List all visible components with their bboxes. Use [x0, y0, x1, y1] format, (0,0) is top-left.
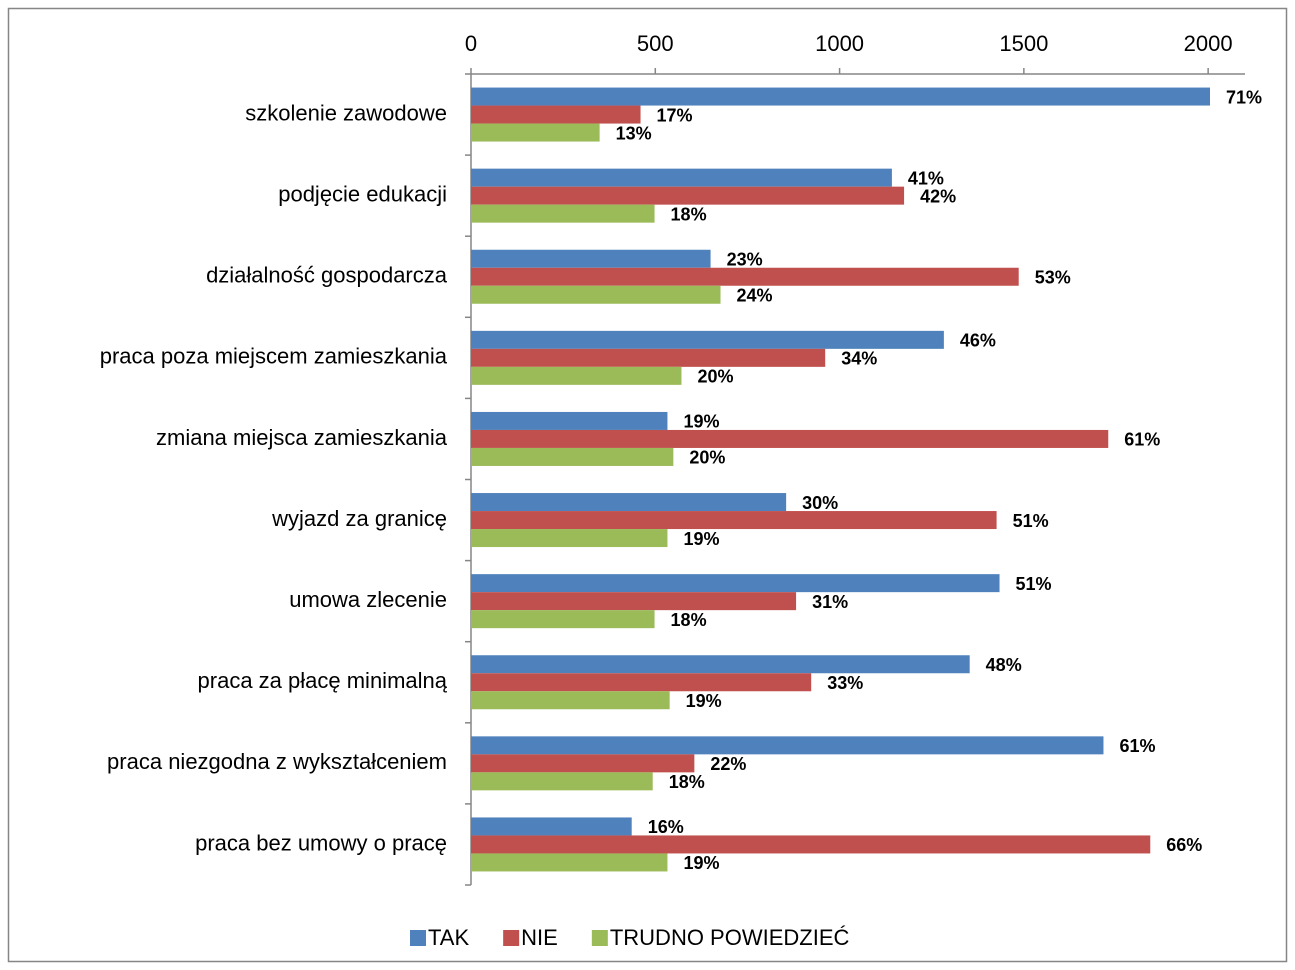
bar	[471, 673, 812, 692]
data-label: 53%	[1035, 268, 1071, 288]
data-label: 19%	[683, 412, 719, 432]
y-tick-label: praca niezgodna z wykształceniem	[107, 749, 447, 774]
data-label: 46%	[960, 331, 996, 351]
data-label: 18%	[669, 772, 705, 792]
bar	[471, 691, 670, 710]
bar	[471, 835, 1151, 854]
y-tick-label: zmiana miejsca zamieszkania	[156, 425, 448, 450]
y-tick-label: szkolenie zawodowe	[245, 100, 447, 125]
bar	[471, 105, 641, 124]
data-label: 41%	[908, 168, 944, 188]
data-label: 23%	[727, 250, 763, 270]
data-label: 24%	[737, 286, 773, 306]
y-tick-label: działalność gospodarcza	[206, 263, 448, 288]
bar	[471, 574, 1000, 593]
data-label: 16%	[648, 817, 684, 837]
bar	[471, 330, 944, 349]
bar	[471, 411, 668, 430]
bar	[471, 447, 674, 466]
x-tick-label: 1000	[815, 31, 864, 56]
data-label: 51%	[1013, 511, 1049, 531]
x-tick-label: 2000	[1184, 31, 1233, 56]
bar	[471, 529, 668, 548]
data-label: 19%	[683, 853, 719, 873]
data-label: 30%	[802, 493, 838, 513]
data-label: 34%	[841, 349, 877, 369]
data-label: 42%	[920, 186, 956, 206]
data-label: 20%	[689, 448, 725, 468]
bar	[471, 817, 632, 836]
bar	[471, 267, 1019, 286]
bar	[471, 655, 970, 674]
bar	[471, 736, 1104, 755]
bar	[471, 123, 600, 142]
data-label: 61%	[1119, 736, 1155, 756]
data-label: 33%	[827, 673, 863, 693]
bar	[471, 249, 711, 268]
x-tick-label: 0	[465, 31, 477, 56]
data-label: 51%	[1016, 574, 1052, 594]
bar	[471, 853, 668, 872]
data-label: 31%	[812, 592, 848, 612]
bar	[471, 186, 905, 205]
legend-swatch	[503, 930, 520, 946]
bar	[471, 610, 655, 629]
bar	[471, 366, 682, 385]
bar	[471, 87, 1210, 106]
bar	[471, 168, 892, 187]
data-label: 19%	[683, 529, 719, 549]
data-label: 66%	[1166, 835, 1202, 855]
data-label: 61%	[1124, 430, 1160, 450]
bar	[471, 493, 787, 512]
data-label: 22%	[710, 754, 746, 774]
legend-label: TRUDNO POWIEDZIEĆ	[610, 925, 850, 950]
bar	[471, 754, 695, 773]
y-tick-label: praca za płacę minimalną	[198, 668, 448, 693]
y-tick-label: podjęcie edukacji	[278, 181, 447, 206]
bar	[471, 511, 997, 530]
bar	[471, 772, 653, 791]
data-label: 48%	[986, 655, 1022, 675]
data-label: 13%	[616, 123, 652, 143]
y-tick-label: praca poza miejscem zamieszkania	[100, 344, 448, 369]
x-tick-label: 500	[637, 31, 674, 56]
bar	[471, 348, 826, 367]
y-tick-label: umowa zlecenie	[289, 587, 447, 612]
data-label: 71%	[1226, 87, 1262, 107]
legend-swatch	[591, 930, 608, 946]
legend-swatch	[410, 930, 426, 946]
y-tick-label: praca bez umowy o pracę	[195, 830, 447, 855]
y-tick-label: wyjazd za granicę	[271, 506, 447, 531]
chart-border	[7, 7, 1288, 963]
data-label: 19%	[686, 691, 722, 711]
bar	[471, 429, 1109, 448]
data-label: 18%	[671, 610, 707, 630]
bar	[471, 285, 721, 304]
data-label: 18%	[671, 204, 707, 224]
x-tick-label: 1500	[999, 31, 1048, 56]
data-label: 20%	[697, 367, 733, 387]
bar	[471, 204, 655, 223]
bar	[471, 592, 797, 611]
legend-label: TAK	[428, 925, 469, 950]
data-label: 17%	[657, 105, 693, 125]
legend-label: NIE	[521, 925, 558, 950]
